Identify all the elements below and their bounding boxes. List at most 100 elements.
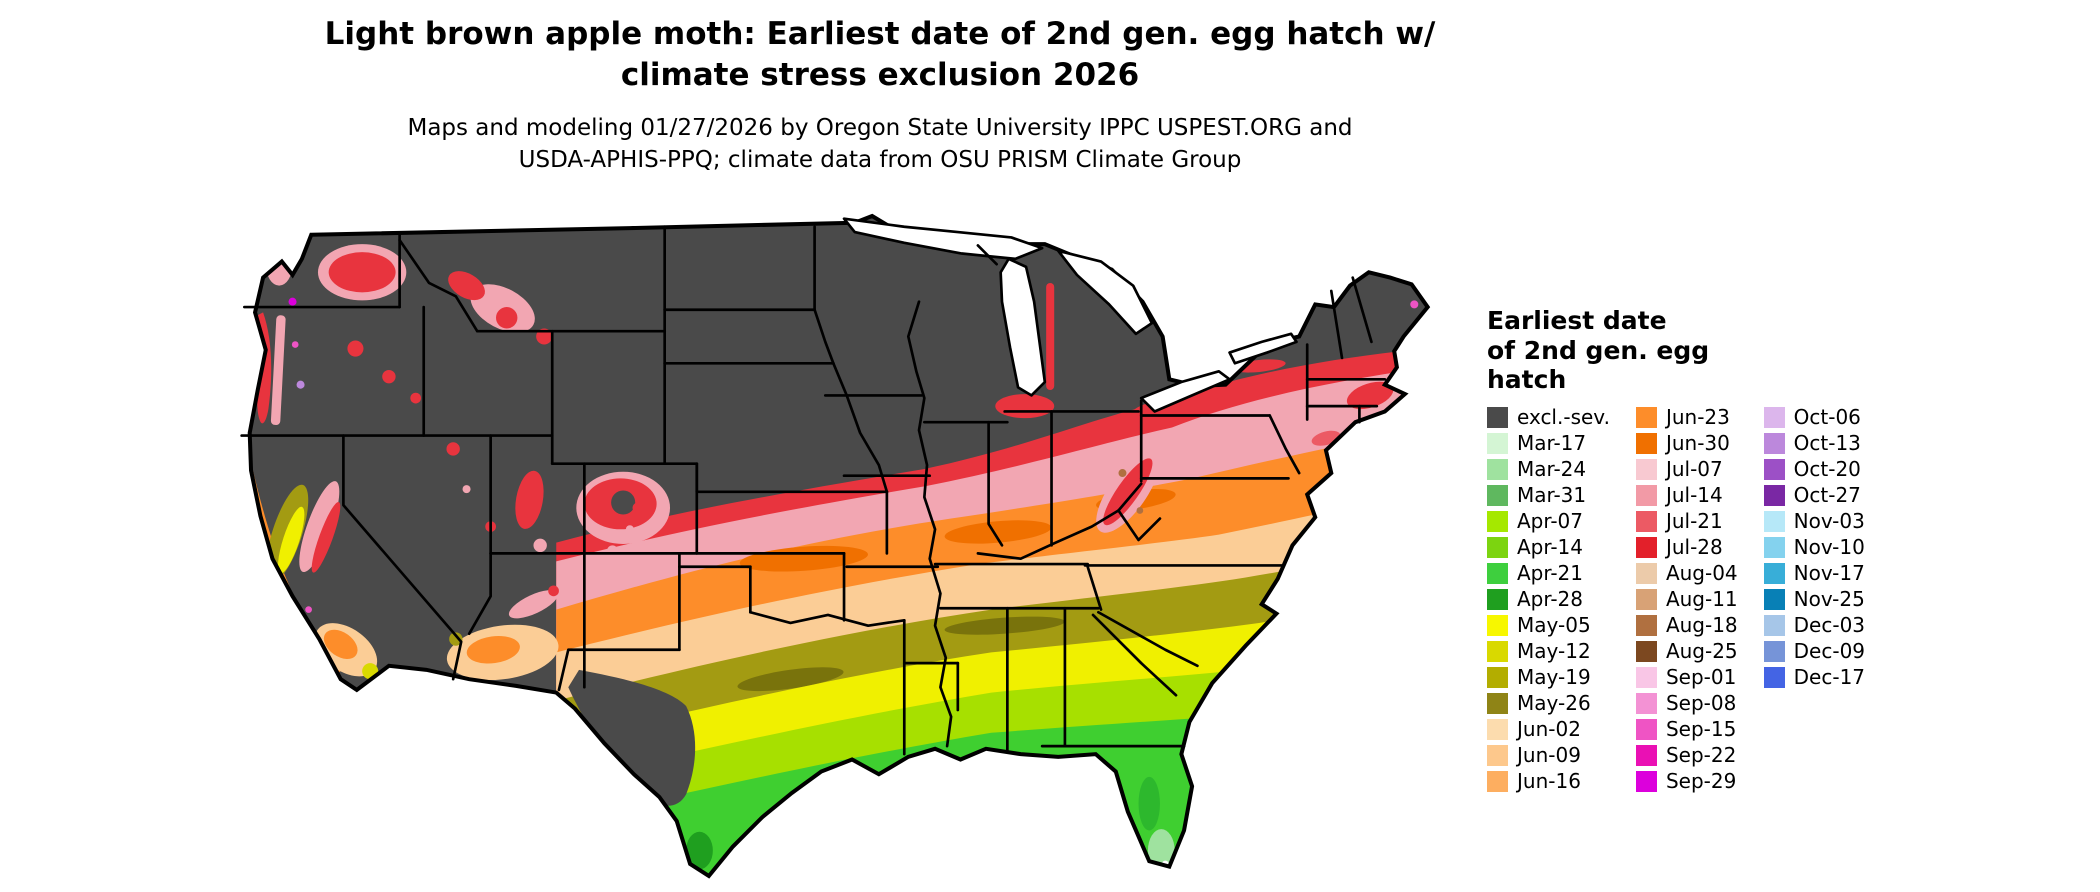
- legend-column: Oct-06 Oct-13 Oct-20 Oct-27 Nov-03 Nov-10 Nov-…: [1763, 405, 1866, 689]
- legend-swatch: [1487, 744, 1508, 766]
- legend-label: Aug-25: [1665, 639, 1738, 663]
- legend-swatch: [1635, 614, 1657, 636]
- legend-label: Sep-08: [1665, 691, 1737, 715]
- legend-swatch: [1487, 692, 1508, 714]
- legend-swatch: [1635, 484, 1657, 506]
- legend-label: May-05: [1517, 613, 1591, 637]
- legend-entry: Apr-21: [1487, 561, 1610, 585]
- legend-entry: Mar-17: [1487, 431, 1610, 455]
- legend-swatch: [1763, 406, 1785, 428]
- legend-entry: Nov-17: [1763, 561, 1865, 585]
- legend-swatch: [1487, 640, 1508, 662]
- legend-label: Dec-03: [1793, 613, 1866, 637]
- legend-swatch: [1487, 510, 1508, 532]
- map-subtitle: Maps and modeling 01/27/2026 by Oregon S…: [280, 112, 1480, 176]
- legend-entry: Dec-09: [1763, 639, 1865, 663]
- legend-label: Mar-17: [1517, 431, 1587, 455]
- great-lakes: [842, 217, 1298, 413]
- legend-entry: Oct-06: [1763, 405, 1865, 429]
- legend-entry: Aug-11: [1635, 587, 1738, 611]
- legend-label: Jun-30: [1665, 431, 1730, 455]
- legend-swatch: [1763, 536, 1785, 558]
- legend-swatch: [1635, 406, 1657, 428]
- legend-swatch: [1487, 406, 1508, 428]
- legend-swatch: [1635, 744, 1657, 766]
- legend-title-line1: Earliest date: [1487, 306, 1667, 335]
- legend-entry: Oct-27: [1763, 483, 1865, 507]
- legend-label: Jul-21: [1665, 509, 1723, 533]
- legend-entry: Oct-13: [1763, 431, 1865, 455]
- legend-label: Jul-07: [1665, 457, 1723, 481]
- legend-label: Sep-15: [1665, 717, 1737, 741]
- legend-label: Oct-27: [1793, 483, 1861, 507]
- legend-label: Apr-21: [1517, 561, 1583, 585]
- legend-swatch: [1763, 588, 1785, 610]
- legend-entry: Dec-03: [1763, 613, 1866, 637]
- legend-swatch: [1487, 666, 1508, 688]
- legend-swatch: [1487, 770, 1508, 792]
- legend-entry: May-05: [1487, 613, 1610, 637]
- lake-ontario: [1228, 332, 1298, 365]
- legend-entry: Jul-21: [1635, 509, 1738, 533]
- legend-label: Jun-02: [1517, 717, 1581, 741]
- map-subtitle-line1: Maps and modeling 01/27/2026 by Oregon S…: [407, 114, 1353, 141]
- legend-entry: Aug-25: [1635, 639, 1738, 663]
- us-map: [240, 208, 1440, 884]
- legend-entry: Apr-07: [1487, 509, 1610, 533]
- legend-entry: May-12: [1487, 639, 1610, 663]
- legend-label: Aug-11: [1665, 587, 1738, 611]
- legend-label: Dec-17: [1793, 665, 1866, 689]
- legend-entry: Jun-09: [1487, 743, 1610, 767]
- legend-label: Jul-28: [1665, 535, 1723, 559]
- legend-title-line3: hatch: [1487, 365, 1567, 394]
- legend-swatch: [1635, 432, 1657, 454]
- lake-erie: [1139, 369, 1231, 413]
- map-title: Light brown apple moth: Earliest date of…: [280, 14, 1480, 96]
- legend-label: Oct-13: [1793, 431, 1861, 455]
- legend-swatch: [1763, 458, 1785, 480]
- legend-entry: Nov-10: [1763, 535, 1865, 559]
- legend-label: Sep-01: [1665, 665, 1737, 689]
- legend-swatch: [1487, 562, 1508, 584]
- legend-entry: Oct-20: [1763, 457, 1865, 481]
- legend-swatch: [1487, 718, 1508, 740]
- legend-label: Nov-10: [1793, 535, 1865, 559]
- legend-entry: excl.-sev.: [1487, 405, 1610, 429]
- legend-label: Jul-14: [1665, 483, 1723, 507]
- legend-label: Nov-25: [1793, 587, 1865, 611]
- legend-entry: Mar-24: [1487, 457, 1610, 481]
- legend-swatch: [1635, 692, 1657, 714]
- legend-label: Aug-18: [1665, 613, 1738, 637]
- legend-swatch: [1635, 510, 1657, 532]
- legend-title: Earliest date of 2nd gen. egg hatch: [1487, 306, 2067, 395]
- map-title-line1: Light brown apple moth: Earliest date of…: [324, 16, 1436, 52]
- legend-swatch: [1487, 458, 1508, 480]
- legend-swatch: [1635, 640, 1657, 662]
- legend-swatch: [1635, 666, 1657, 688]
- legend-label: May-12: [1517, 639, 1591, 663]
- legend-entry: Sep-29: [1635, 769, 1738, 793]
- legend-swatch: [1763, 614, 1785, 636]
- legend-swatch: [1635, 588, 1657, 610]
- legend-label: Apr-07: [1517, 509, 1583, 533]
- map-title-line2: climate stress exclusion 2026: [620, 56, 1140, 93]
- legend-swatch: [1763, 640, 1785, 662]
- legend-label: Jun-16: [1517, 769, 1581, 793]
- legend-swatch: [1487, 484, 1508, 506]
- legend-swatch: [1763, 666, 1785, 688]
- legend-label: Oct-20: [1793, 457, 1861, 481]
- legend-swatch: [1635, 718, 1657, 740]
- legend-label: excl.-sev.: [1517, 405, 1610, 429]
- legend-entry: Jul-28: [1635, 535, 1738, 559]
- legend-entry: Jun-23: [1635, 405, 1738, 429]
- legend-entry: Jun-30: [1635, 431, 1738, 455]
- legend-label: Jun-09: [1517, 743, 1581, 767]
- legend-label: Apr-28: [1517, 587, 1583, 611]
- legend-swatch: [1487, 432, 1508, 454]
- legend-entry: Sep-15: [1635, 717, 1738, 741]
- legend-entry: Aug-04: [1635, 561, 1738, 585]
- lake-superior: [842, 217, 1044, 261]
- legend-swatch: [1487, 614, 1508, 636]
- lake-huron: [1056, 249, 1154, 336]
